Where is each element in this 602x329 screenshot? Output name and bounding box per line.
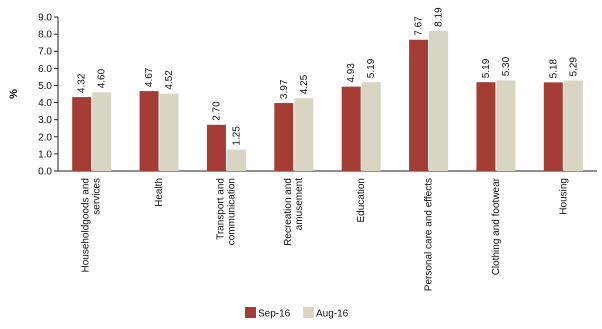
data-label: 5.18 [548,58,559,78]
legend-label-aug-16: Aug-16 [316,309,349,320]
category-label: Transport and [215,178,226,240]
y-tick-label: 8.0 [38,30,52,41]
data-label: 5.19 [366,58,377,78]
y-tick-label: 9.0 [38,13,52,24]
y-axis-ticks: 0.0 1.0 2.0 3.0 4.0 5.0 6.0 7.0 8.0 9.0 [38,13,58,178]
bar-aug-16 [361,82,381,171]
bar-sep-16 [476,82,496,171]
bar-sep-16 [409,39,429,171]
bar-aug-16 [429,30,449,171]
category-label: Personal care and effects [424,178,435,291]
data-label: 4.60 [97,68,108,88]
bar-aug-16 [294,98,314,171]
data-labels: 4.32 4.60 4.67 4.52 2.70 1.25 3.97 4.25 4.93 5.19… [77,7,580,146]
category-label: communication [226,178,237,245]
bar-aug-16 [496,80,516,171]
legend-swatch-sep-16 [245,307,256,318]
data-label: 4.32 [77,73,88,93]
bar-sep-16 [72,97,92,171]
category-label: services [92,178,103,215]
y-tick-label: 0.0 [38,167,52,178]
category-label: Education [356,178,367,222]
bar-sep-16 [543,82,563,171]
y-tick-label: 2.0 [38,132,52,143]
category-label: Householdgoods and [81,178,92,273]
data-label: 2.70 [211,101,222,121]
category-label: amusement [294,178,305,230]
y-tick-label: 3.0 [38,115,52,126]
y-tick-label: 7.0 [38,47,52,58]
data-label: 1.25 [231,126,242,146]
data-label: 5.30 [501,56,512,76]
data-label: 5.29 [568,57,579,77]
legend-swatch-aug-16 [303,307,314,318]
category-label: Housing [558,178,569,215]
bar-aug-16 [226,149,246,171]
category-labels: Householdgoods and services Health Transpor… [81,177,570,291]
bar-sep-16 [139,91,159,171]
bar-aug-16 [563,80,583,171]
y-tick-label: 6.0 [38,64,52,75]
bar-sep-16 [206,124,226,171]
legend-label-sep-16: Sep-16 [258,309,291,320]
y-tick-label: 1.0 [38,149,52,160]
data-label: 3.97 [279,79,290,99]
category-label: Clothing and footwear [491,177,502,275]
category-label: Health [154,178,165,207]
data-label: 4.67 [144,67,155,87]
y-tick-label: 5.0 [38,81,52,92]
data-label: 8.19 [434,7,445,27]
data-label: 7.67 [414,16,425,36]
bar-sep-16 [341,86,361,171]
bars [72,30,583,171]
category-label: Recreation and [283,178,294,246]
data-label: 5.19 [481,58,492,78]
chart-axes [57,17,597,172]
y-tick-label: 4.0 [38,98,52,109]
legend: Sep-16 Aug-16 [245,307,349,320]
data-label: 4.93 [346,63,357,83]
bar-aug-16 [92,92,112,171]
bar-sep-16 [274,103,294,171]
data-label: 4.25 [299,74,310,94]
data-label: 4.52 [164,70,175,90]
y-axis-label: % [8,89,20,99]
bar-aug-16 [159,93,179,171]
